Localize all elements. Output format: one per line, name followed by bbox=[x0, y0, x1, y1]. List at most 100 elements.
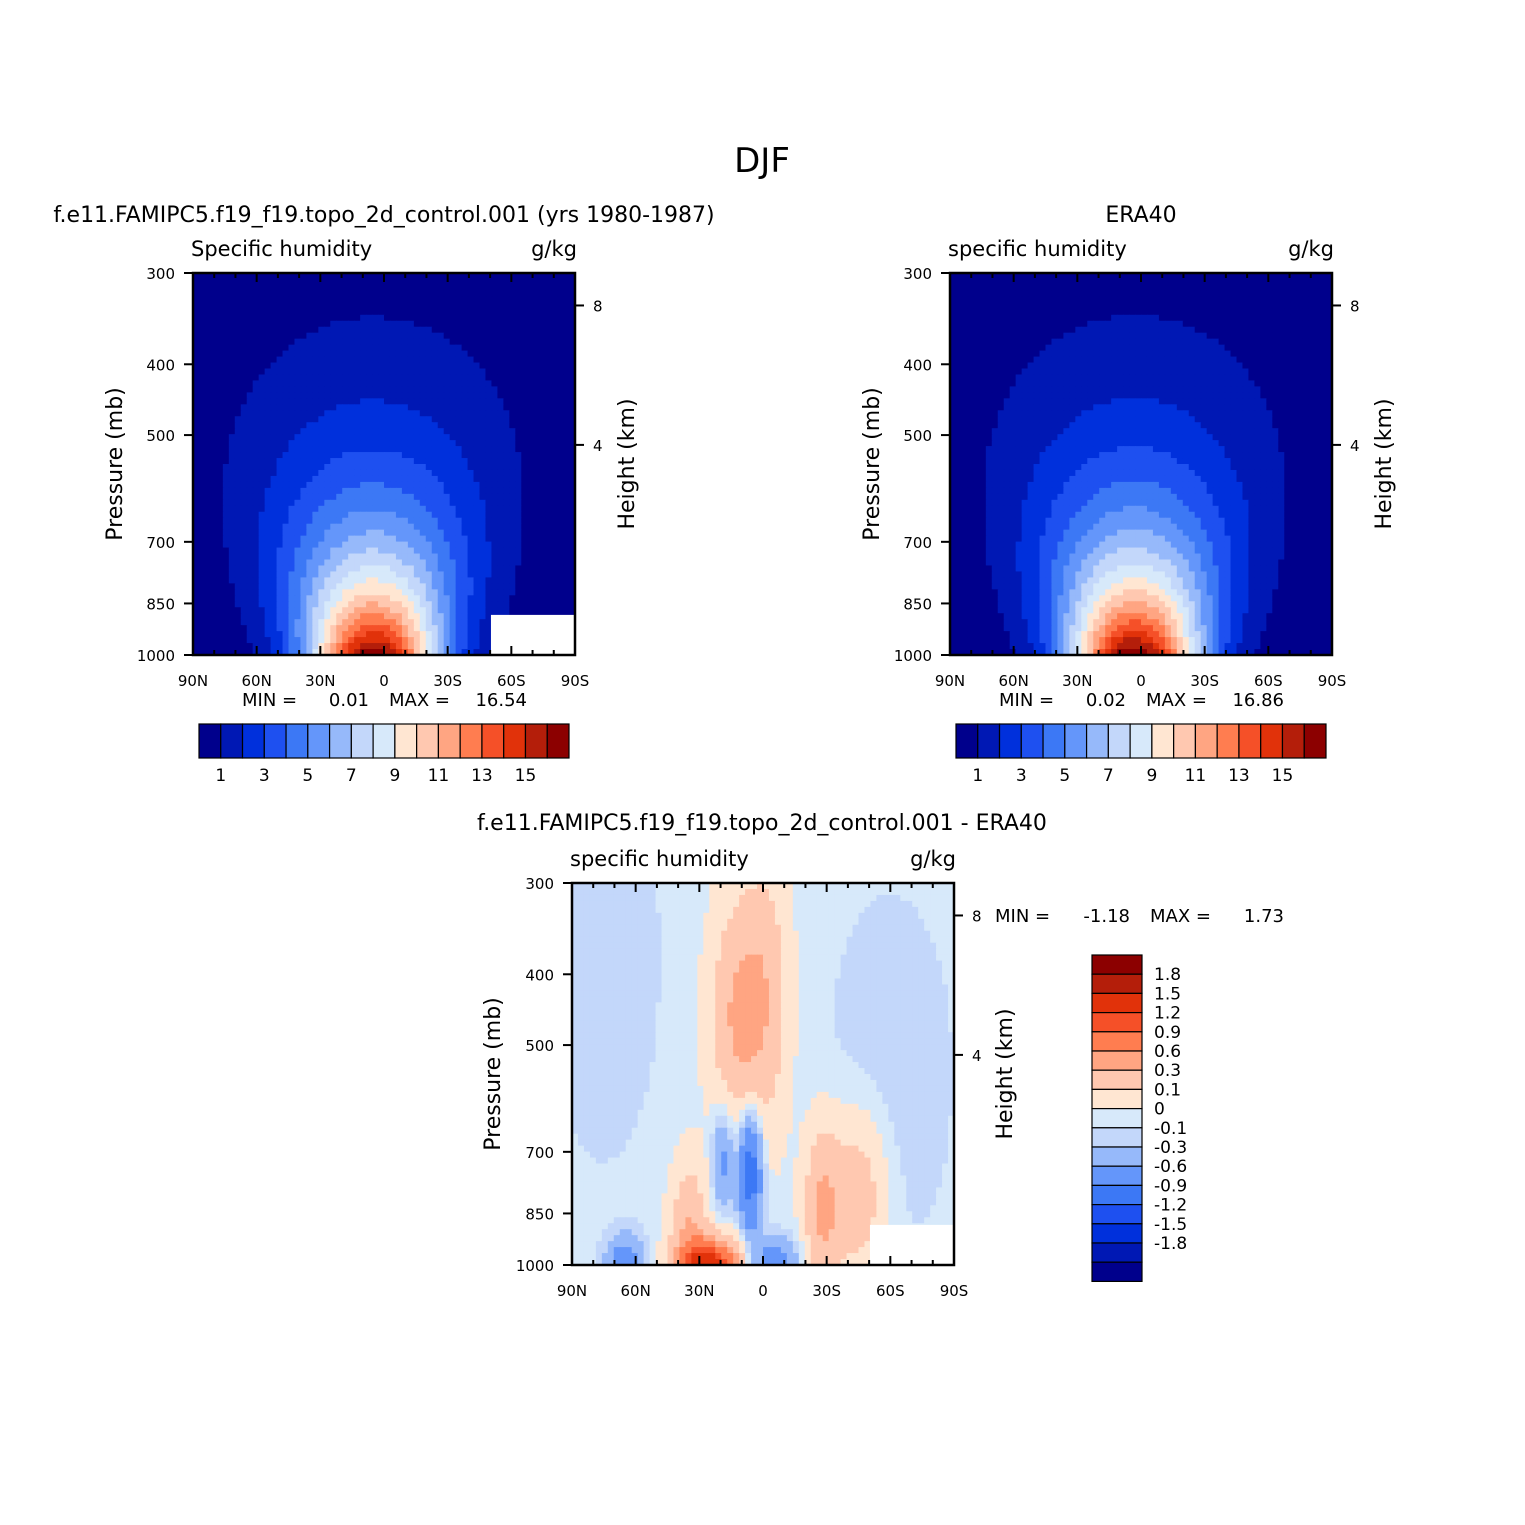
contour-cell bbox=[228, 428, 236, 435]
contour-cell bbox=[419, 320, 427, 328]
contour-cell bbox=[354, 559, 361, 567]
contour-cell bbox=[569, 434, 576, 441]
contour-cell bbox=[294, 320, 302, 328]
contour-cell bbox=[312, 625, 319, 632]
contour-cell bbox=[509, 410, 516, 417]
contour-cell bbox=[491, 374, 499, 382]
contour-cell bbox=[204, 577, 212, 584]
contour-cell bbox=[258, 302, 266, 310]
contour-cell bbox=[198, 332, 206, 340]
contour-cell bbox=[216, 458, 224, 465]
contour-cell bbox=[473, 487, 481, 495]
contour-cell bbox=[1164, 326, 1172, 334]
contour-cell bbox=[497, 607, 504, 614]
contour-cell bbox=[401, 541, 409, 549]
contour-cell bbox=[485, 422, 493, 429]
contour-cell bbox=[473, 583, 481, 590]
contour-cell bbox=[497, 368, 504, 376]
contour-cell bbox=[282, 320, 290, 328]
contour-cell bbox=[312, 529, 319, 537]
contour-cell bbox=[515, 475, 522, 483]
contour-cell bbox=[569, 296, 576, 304]
contour-cell bbox=[419, 452, 427, 459]
contour-cell bbox=[533, 529, 540, 537]
contour-cell bbox=[210, 422, 218, 429]
contour-cell bbox=[193, 535, 200, 543]
contour-cell bbox=[324, 434, 331, 441]
contour-cell bbox=[425, 290, 433, 298]
contour-cell bbox=[449, 398, 457, 405]
contour-cell bbox=[1188, 278, 1196, 286]
contour-cell bbox=[372, 458, 379, 465]
contour-cell bbox=[443, 356, 451, 364]
contour-cell bbox=[348, 649, 355, 656]
contour-cell bbox=[1212, 326, 1220, 334]
contour-cell bbox=[324, 338, 331, 346]
contour-cell bbox=[342, 338, 349, 346]
contour-cell bbox=[276, 553, 284, 561]
contour-cell bbox=[372, 452, 379, 459]
contour-cell bbox=[413, 314, 421, 322]
contour-cell bbox=[563, 428, 570, 435]
contour-cell bbox=[372, 392, 379, 399]
contour-cell bbox=[1033, 320, 1041, 328]
contour-cell bbox=[431, 350, 439, 358]
contour-cell bbox=[342, 410, 349, 417]
contour-cell bbox=[455, 428, 463, 435]
contour-cell bbox=[1314, 314, 1321, 322]
contour-cell bbox=[485, 458, 493, 465]
contour-cell bbox=[1170, 278, 1178, 286]
contour-cell bbox=[407, 511, 415, 519]
contour-cell bbox=[264, 356, 272, 364]
contour-cell bbox=[1051, 344, 1059, 352]
contour-cell bbox=[467, 505, 475, 513]
contour-cell bbox=[342, 273, 349, 280]
contour-cell bbox=[354, 571, 361, 579]
contour-cell bbox=[264, 404, 272, 411]
contour-cell bbox=[282, 499, 290, 507]
era40-left-label: specific humidity bbox=[948, 237, 1127, 261]
contour-cell bbox=[449, 422, 457, 429]
contour-cell bbox=[324, 410, 331, 417]
contour-cell bbox=[222, 296, 230, 304]
contour-cell bbox=[384, 553, 391, 561]
contour-cell bbox=[419, 625, 427, 632]
contour-cell bbox=[1278, 296, 1285, 304]
contour-cell bbox=[1206, 308, 1214, 316]
contour-cell bbox=[1230, 296, 1238, 304]
contour-cell bbox=[443, 529, 451, 537]
contour-cell bbox=[366, 475, 373, 483]
contour-cell bbox=[425, 589, 433, 596]
contour-cell bbox=[330, 505, 337, 513]
contour-cell bbox=[563, 290, 570, 298]
contour-cell bbox=[354, 637, 361, 644]
contour-cell bbox=[258, 344, 266, 352]
contour-cell bbox=[443, 332, 451, 340]
contour-cell bbox=[264, 278, 272, 286]
contour-cell bbox=[336, 529, 343, 537]
contour-cell bbox=[533, 475, 540, 483]
contour-cell bbox=[234, 296, 242, 304]
contour-cell bbox=[557, 464, 564, 471]
contour-cell bbox=[569, 284, 576, 292]
contour-cell bbox=[515, 428, 522, 435]
contour-cell bbox=[443, 302, 451, 310]
contour-cell bbox=[324, 493, 331, 501]
contour-cell bbox=[354, 398, 361, 405]
contour-cell bbox=[348, 368, 355, 376]
contour-cell bbox=[467, 362, 475, 370]
contour-cell bbox=[240, 464, 248, 471]
contour-cell bbox=[1045, 284, 1053, 292]
contour-cell bbox=[545, 493, 552, 501]
contour-cell bbox=[348, 487, 355, 495]
contour-cell bbox=[461, 565, 469, 573]
contour-cell bbox=[425, 398, 433, 405]
contour-cell bbox=[491, 314, 499, 322]
contour-cell bbox=[312, 631, 319, 638]
contour-cell bbox=[557, 344, 564, 352]
contour-cell bbox=[1135, 273, 1142, 280]
contour-cell bbox=[318, 547, 325, 555]
contour-cell bbox=[372, 308, 379, 316]
contour-cell bbox=[413, 440, 421, 447]
contour-cell bbox=[1069, 284, 1076, 292]
